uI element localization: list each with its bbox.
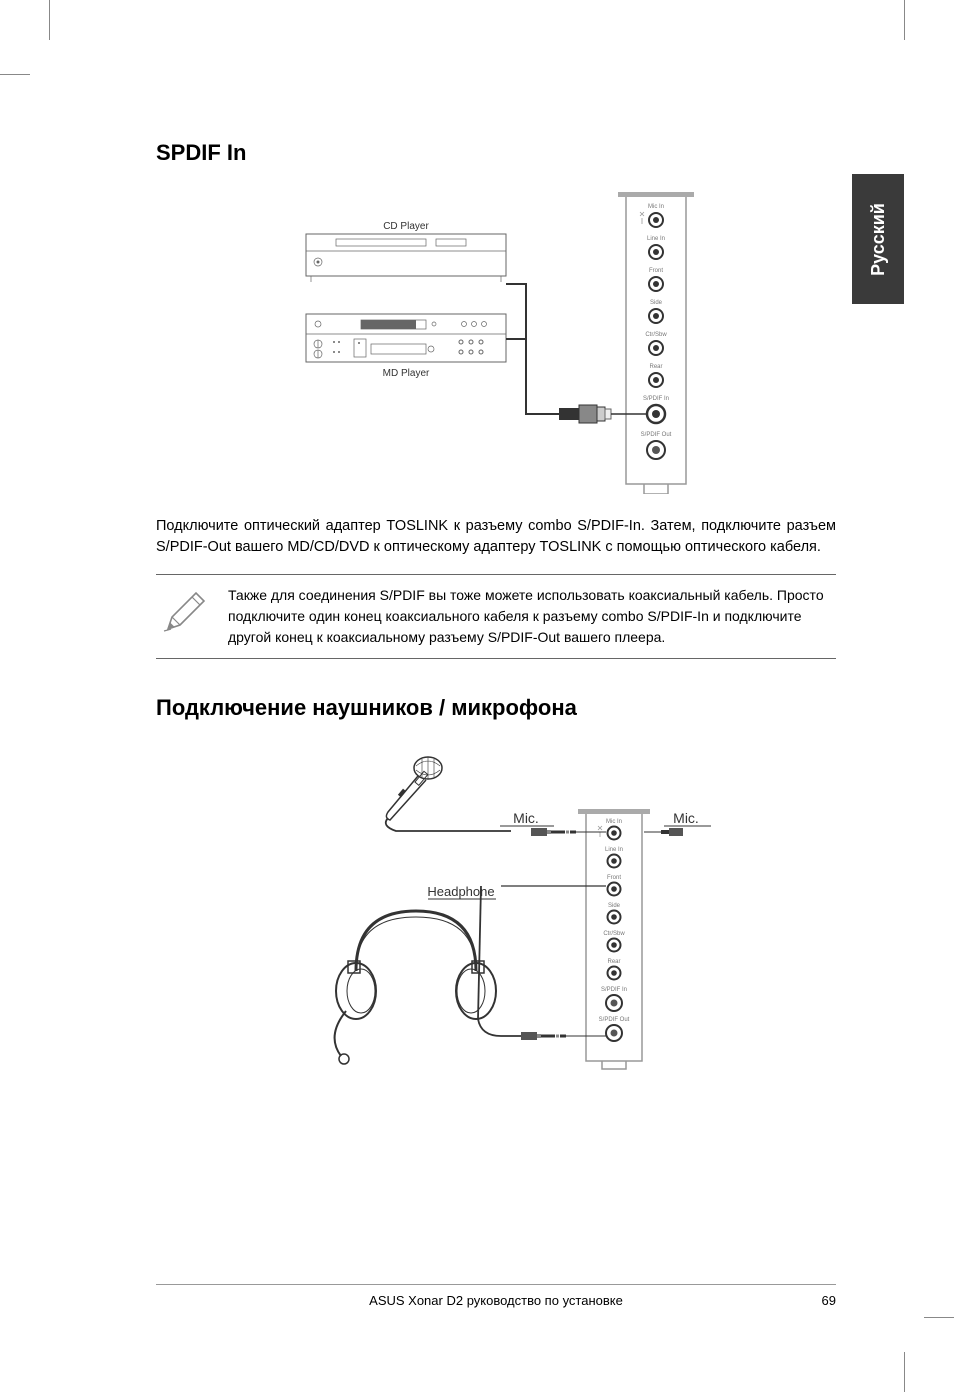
svg-text:Mic In: Mic In xyxy=(606,819,622,825)
footer-title: ASUS Xonar D2 руководство по установке xyxy=(369,1293,623,1308)
svg-text:Ctr/Sbw: Ctr/Sbw xyxy=(603,931,625,937)
svg-text:Ctr/Sbw: Ctr/Sbw xyxy=(645,332,667,338)
section-title-spdif: SPDIF In xyxy=(156,140,836,166)
page-number: 69 xyxy=(822,1293,836,1308)
svg-text:Line In: Line In xyxy=(647,236,665,242)
svg-text:Mic.: Mic. xyxy=(513,810,539,826)
svg-text:MD Player: MD Player xyxy=(383,368,430,379)
svg-text:S/PDIF Out: S/PDIF Out xyxy=(641,432,672,438)
crop-mark xyxy=(924,1317,954,1318)
spdif-diagram: Mic In Line In Front Side Ctr/Sbw xyxy=(156,184,836,494)
svg-text:Front: Front xyxy=(649,268,663,274)
svg-text:Headphone: Headphone xyxy=(427,884,494,899)
svg-text:Line In: Line In xyxy=(605,847,623,853)
svg-text:Rear: Rear xyxy=(607,959,620,965)
svg-text:S/PDIF In: S/PDIF In xyxy=(601,987,627,993)
svg-text:Front: Front xyxy=(607,875,621,881)
section-title-headphone: Подключение наушников / микрофона xyxy=(156,695,836,721)
headphone-diagram: Mic In Line In Front Side Ctr/Sbw xyxy=(156,751,836,1081)
note-box: Также для соединения S/PDIF вы тоже може… xyxy=(156,574,836,659)
svg-text:S/PDIF In: S/PDIF In xyxy=(643,396,669,402)
language-tab-label: Русский xyxy=(868,203,889,276)
svg-text:Mic.: Mic. xyxy=(673,810,699,826)
page-footer: ASUS Xonar D2 руководство по установке 6… xyxy=(156,1284,836,1308)
svg-text:Side: Side xyxy=(650,300,663,306)
language-tab: Русский xyxy=(852,174,904,304)
crop-mark xyxy=(904,1352,905,1392)
spdif-body-text: Подключите оптический адаптер TOSLINK к … xyxy=(156,516,836,558)
crop-mark xyxy=(49,0,50,40)
note-text: Также для соединения S/PDIF вы тоже може… xyxy=(228,585,836,648)
svg-text:CD Player: CD Player xyxy=(383,221,429,232)
svg-text:Rear: Rear xyxy=(649,364,662,370)
crop-mark xyxy=(904,0,905,40)
svg-text:Mic In: Mic In xyxy=(648,204,664,210)
svg-text:S/PDIF Out: S/PDIF Out xyxy=(599,1017,630,1023)
crop-mark xyxy=(0,74,30,75)
svg-text:Side: Side xyxy=(608,903,621,909)
pencil-icon xyxy=(156,587,210,640)
page-content: SPDIF In Mic In Line In Front xyxy=(156,140,836,1103)
